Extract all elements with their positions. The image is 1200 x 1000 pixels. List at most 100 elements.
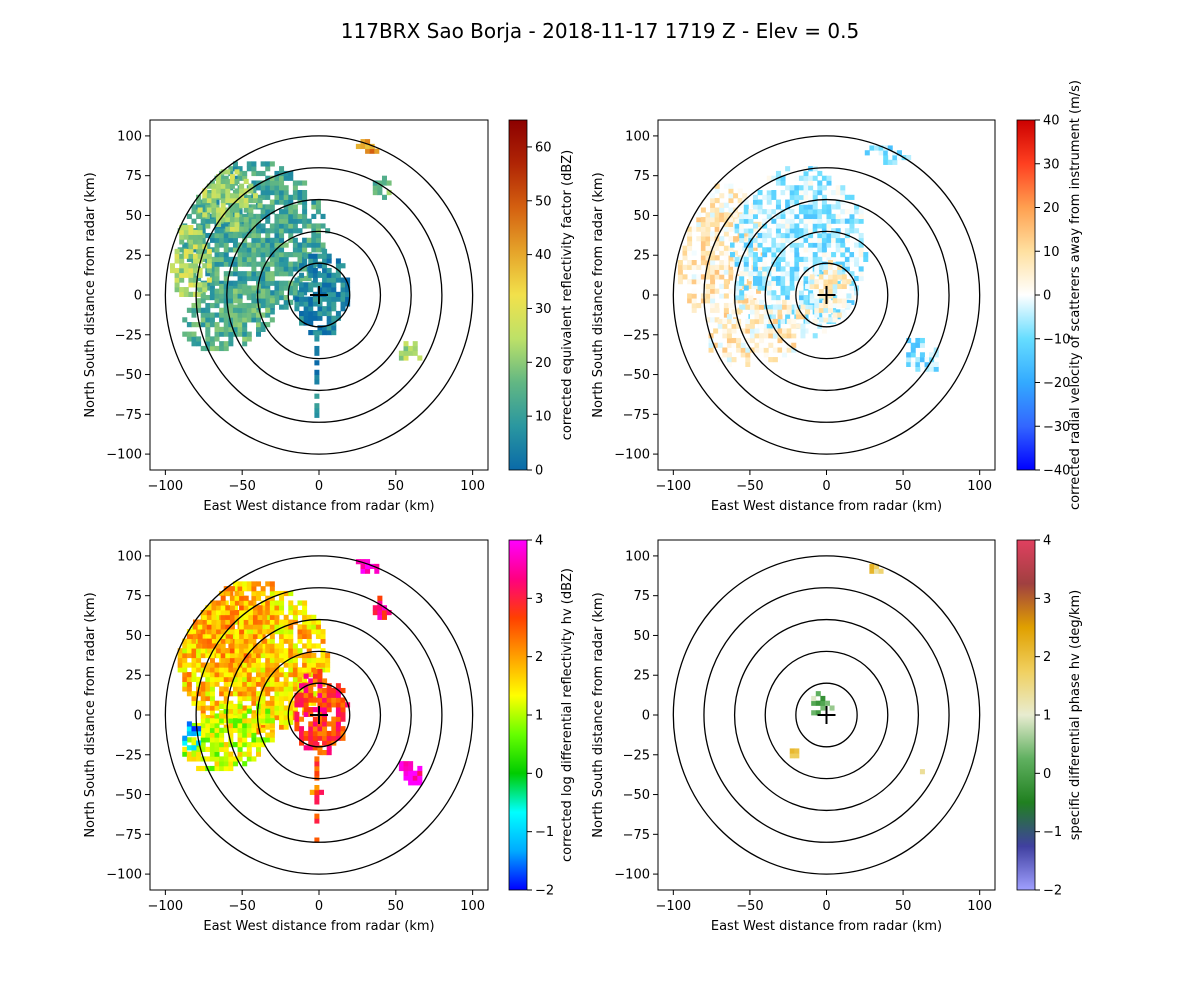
echo-cell (826, 218, 832, 224)
echo-cell (200, 686, 206, 692)
echo-cell (326, 697, 332, 703)
echo-cell (251, 271, 257, 277)
echo-cell (279, 657, 285, 663)
echo-cell (228, 237, 234, 243)
echo-region-far-west-low (182, 721, 202, 751)
echo-cell (814, 307, 820, 313)
echo-cell (223, 667, 229, 673)
x-tick-label: −100 (148, 479, 184, 494)
echo-cell (708, 347, 714, 353)
colorbar-tick-label: −10 (1043, 332, 1070, 347)
echo-cell (265, 657, 271, 663)
echo-cell (265, 280, 271, 286)
echo-cell (265, 285, 271, 291)
range-ring (703, 167, 950, 423)
echo-cell (191, 307, 197, 313)
echo-cell (794, 275, 800, 282)
echo-cell (320, 681, 326, 687)
echo-cell (763, 314, 769, 320)
echo-cell (260, 691, 266, 697)
echo-cell (777, 337, 783, 344)
echo-cell (743, 271, 749, 277)
echo-cell (269, 715, 275, 721)
echo-cell (200, 228, 206, 234)
echo-cell (751, 226, 757, 232)
echo-cell (326, 320, 332, 326)
echo-cell (768, 333, 774, 339)
echo-cell (320, 638, 326, 644)
echo-cell (274, 175, 280, 181)
echo-cell (228, 590, 234, 597)
echo-cell (299, 683, 305, 689)
echo-cell (726, 328, 732, 334)
echo-cell (317, 272, 323, 278)
echo-cell (214, 751, 220, 757)
echo-cell (821, 252, 827, 258)
echo-cell (274, 614, 280, 620)
echo-cell (214, 280, 220, 286)
echo-cell (317, 678, 323, 684)
echo-cell (248, 605, 254, 611)
echo-cell (274, 232, 280, 239)
echo-cell (237, 586, 243, 592)
echo-cell (739, 237, 745, 243)
echo-cell (237, 252, 243, 258)
echo-cell (234, 638, 240, 644)
echo-cell (814, 283, 820, 290)
echo-cell (766, 213, 772, 220)
echo-cell (191, 331, 197, 337)
echo-cell (752, 223, 758, 229)
echo-cell (780, 175, 786, 181)
echo-cell (314, 407, 320, 414)
echo-cell (306, 218, 312, 224)
echo-cell (302, 624, 308, 630)
echo-cell (762, 209, 768, 215)
echo-cell (242, 232, 248, 239)
echo-cell (248, 619, 254, 625)
range-ring (672, 135, 981, 455)
echo-cell (748, 223, 754, 229)
echo-cell (315, 204, 321, 210)
echo-cell (714, 274, 720, 280)
echo-cell (214, 312, 220, 318)
echo-cell (759, 314, 765, 320)
echo-cell (826, 242, 832, 248)
echo-cell (386, 180, 392, 186)
echo-cell (700, 260, 706, 266)
echo-cell (326, 740, 332, 746)
echo-cell (256, 667, 262, 673)
echo-cell (260, 643, 266, 649)
echo-cell (288, 223, 294, 229)
echo-cell (915, 337, 921, 344)
echo-cell (225, 638, 231, 644)
echo-cell (214, 247, 220, 253)
echo-cell (714, 231, 720, 237)
echo-cell (292, 643, 298, 649)
echo-cell (303, 687, 309, 694)
echo-cell (186, 643, 192, 649)
echo-cell (734, 290, 740, 296)
echo-cell (219, 710, 225, 716)
echo-cell (223, 703, 229, 710)
echo-cell (260, 252, 266, 258)
echo-cell (243, 619, 249, 625)
echo-cell (322, 325, 328, 331)
y-tick-label: −75 (115, 828, 142, 843)
echo-cell (826, 209, 832, 215)
echo-cell (205, 317, 211, 323)
colorbar-label: corrected log differential reflectivity … (560, 568, 575, 862)
echo-cell (219, 283, 225, 290)
echo-cell (214, 232, 220, 239)
echo-cell (317, 750, 323, 756)
echo-cell (219, 727, 225, 733)
echo-cell (202, 253, 208, 259)
echo-cell (256, 718, 262, 724)
echo-cell (288, 209, 294, 215)
echo-cell (191, 672, 197, 678)
echo-cell (283, 213, 289, 220)
echo-cell (887, 145, 893, 151)
echo-cell (837, 283, 843, 290)
echo-cell (757, 199, 763, 205)
echo-cell (237, 708, 243, 714)
echo-cell (708, 342, 714, 348)
